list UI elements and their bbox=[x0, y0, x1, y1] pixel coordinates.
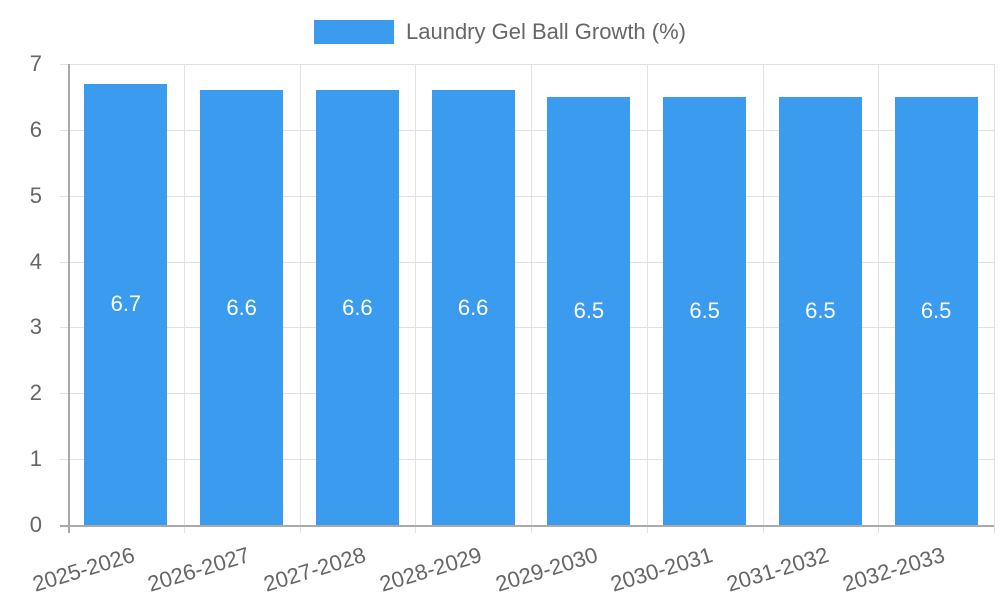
bar-value-label: 6.6 bbox=[457, 294, 489, 320]
gridline-vertical bbox=[994, 64, 995, 533]
bar-value-label: 6.5 bbox=[805, 297, 836, 323]
x-tick-label: 2027-2028 bbox=[260, 542, 369, 597]
bar-value-label: 6.6 bbox=[342, 294, 373, 320]
bar[interactable]: 6.5 bbox=[894, 96, 978, 525]
x-axis bbox=[60, 525, 994, 527]
gridline-vertical bbox=[183, 64, 185, 533]
x-tick-label: 2026-2027 bbox=[145, 542, 253, 597]
bar[interactable]: 6.6 bbox=[200, 90, 284, 525]
y-axis bbox=[68, 64, 70, 533]
legend-swatch bbox=[314, 20, 394, 44]
x-tick-label: 2028-2029 bbox=[376, 542, 485, 597]
gridline-vertical bbox=[299, 64, 301, 533]
gridline-vertical bbox=[878, 64, 880, 533]
bar[interactable]: 6.6 bbox=[315, 90, 399, 525]
bar[interactable]: 6.7 bbox=[84, 83, 168, 525]
bar-value-label: 6.5 bbox=[920, 297, 952, 323]
bar-value-label: 6.5 bbox=[573, 297, 605, 323]
y-tick-label: 7 bbox=[29, 51, 42, 76]
gridline-vertical bbox=[762, 64, 764, 533]
bar[interactable]: 6.5 bbox=[547, 96, 631, 525]
y-tick-label: 0 bbox=[29, 512, 42, 537]
y-tick-label: 3 bbox=[29, 314, 42, 340]
plot-area: 0 1 2 3 4 5 6 7 6.7 2025-2026 6.6 2026-2027 6.6 2027-… bbox=[29, 51, 995, 597]
gridline-horizontal bbox=[60, 459, 994, 461]
gridline-vertical bbox=[415, 64, 417, 533]
gridline-vertical bbox=[646, 64, 648, 533]
bar-value-label: 6.7 bbox=[110, 291, 142, 317]
bar[interactable]: 6.5 bbox=[778, 96, 862, 525]
x-tick-label: 2030-2031 bbox=[608, 542, 716, 597]
x-tick-label: 2032-2033 bbox=[839, 542, 948, 597]
gridline-horizontal bbox=[60, 393, 994, 395]
gridline-horizontal bbox=[60, 64, 994, 65]
gridline-horizontal bbox=[60, 195, 994, 197]
y-tick-label: 4 bbox=[29, 248, 42, 274]
x-tick-label: 2031-2032 bbox=[723, 542, 832, 597]
y-tick-label: 6 bbox=[29, 116, 42, 142]
bar[interactable]: 6.6 bbox=[431, 90, 515, 525]
bar-value-label: 6.6 bbox=[226, 294, 257, 320]
gridline-horizontal bbox=[60, 261, 994, 263]
gridline-horizontal bbox=[60, 129, 994, 131]
bar-value-label: 6.5 bbox=[689, 297, 720, 323]
bar[interactable]: 6.5 bbox=[663, 96, 747, 525]
y-tick-label: 5 bbox=[29, 182, 42, 208]
legend-label: Laundry Gel Ball Growth (%) bbox=[406, 19, 686, 44]
gridline-vertical bbox=[531, 64, 532, 533]
x-tick-label: 2029-2030 bbox=[492, 542, 601, 597]
gridline-horizontal bbox=[60, 327, 994, 329]
x-tick-label: 2025-2026 bbox=[29, 542, 138, 597]
y-tick-label: 1 bbox=[29, 446, 42, 472]
y-tick-label: 2 bbox=[29, 380, 42, 406]
chart-legend[interactable]: Laundry Gel Ball Growth (%) bbox=[0, 18, 1000, 46]
